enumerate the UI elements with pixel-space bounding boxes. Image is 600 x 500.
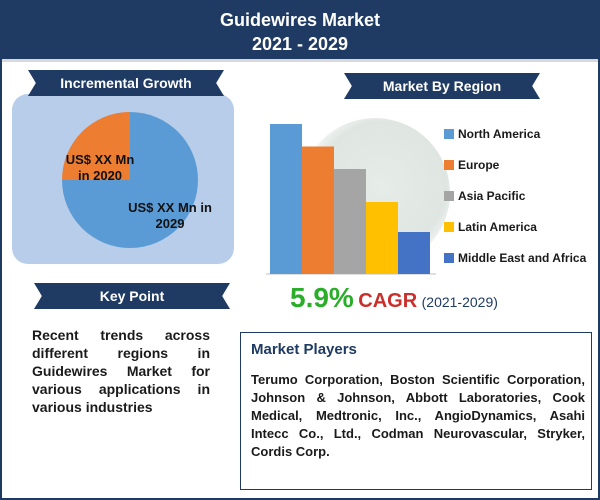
key-point-banner: Key Point (34, 283, 230, 309)
legend-swatch (444, 128, 454, 139)
cagr-label: CAGR (358, 290, 418, 312)
bar-chart (266, 124, 436, 275)
legend-label: North America (458, 126, 541, 141)
bar-europe (302, 146, 334, 274)
legend-item: North America (444, 118, 586, 149)
market-players-title: Market Players (251, 341, 357, 358)
legend-label: Europe (458, 157, 500, 172)
cagr-block: 5.9% CAGR (2021-2029) (290, 282, 590, 314)
bar-asia-pacific (334, 169, 366, 274)
page-subtitle: 2021 - 2029 (251, 34, 349, 54)
legend-swatch (444, 190, 454, 201)
market-players-text: Terumo Corporation, Boston Scientific Co… (251, 372, 585, 459)
legend-item: Europe (444, 149, 586, 180)
legend-label: Asia Pacific (458, 188, 526, 203)
pie-label-2020: US$ XX Mn in 2020 (65, 152, 135, 183)
legend-item: Middle East and Africa (444, 242, 586, 273)
page-title: Guidewires Market (219, 10, 381, 30)
header: Guidewires Market 2021 - 2029 (2, 2, 598, 62)
bar-legend: North America Europe Asia Pacific Latin Ame… (444, 118, 586, 273)
legend-swatch (444, 252, 454, 263)
pie-slice-2020 (62, 112, 130, 180)
pie-slice-2029 (62, 112, 198, 248)
incremental-growth-banner: Incremental Growth (28, 70, 224, 96)
legend-item: Asia Pacific (444, 180, 586, 211)
pie-label-2029: US$ XX Mn in 2029 (128, 200, 212, 231)
market-players-box: Market Players Terumo Corporation, Bosto… (240, 332, 592, 490)
legend-label: Middle East and Africa (458, 250, 587, 265)
legend-swatch (444, 159, 454, 170)
legend-swatch (444, 221, 454, 232)
legend-item: Latin America (444, 211, 586, 242)
cagr-value: 5.9% (290, 282, 354, 313)
legend-label: Latin America (458, 219, 537, 234)
pie-svg (62, 112, 198, 248)
market-by-region-banner: Market By Region (344, 73, 540, 99)
pie-chart (60, 110, 200, 250)
bar-middle-east-and-africa (398, 232, 430, 274)
key-point-text: Recent trends across different regions i… (32, 327, 210, 415)
cagr-years: (2021-2029) (421, 294, 498, 310)
bar-latin-america (366, 202, 398, 274)
bar-north-america (270, 124, 302, 274)
